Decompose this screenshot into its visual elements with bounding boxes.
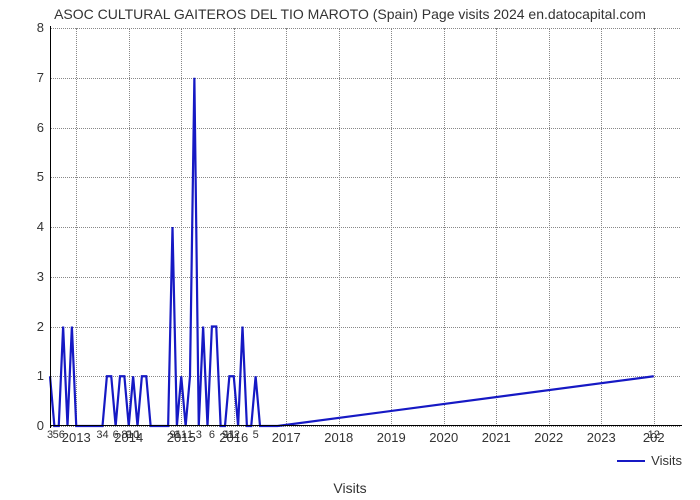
- legend-swatch: [617, 460, 645, 462]
- x-tick-label: 2022: [534, 430, 563, 445]
- point-label: 34: [96, 429, 108, 441]
- y-tick-label: 1: [4, 368, 44, 383]
- x-tick-label: 2021: [482, 430, 511, 445]
- x-tick-label: 2015: [167, 430, 196, 445]
- x-tick-label: 2016: [219, 430, 248, 445]
- x-axis-title: Visits: [0, 480, 700, 496]
- chart-title: ASOC CULTURAL GAITEROS DEL TIO MAROTO (S…: [0, 6, 700, 22]
- y-tick-label: 0: [4, 418, 44, 433]
- x-tick-label: 2020: [429, 430, 458, 445]
- x-tick-label: 2014: [114, 430, 143, 445]
- y-tick-label: 8: [4, 20, 44, 35]
- y-tick-label: 6: [4, 120, 44, 135]
- x-tick-label: 2017: [272, 430, 301, 445]
- y-tick-label: 2: [4, 319, 44, 334]
- point-label: 3: [196, 429, 202, 441]
- y-tick-label: 4: [4, 219, 44, 234]
- x-tick-label: 2013: [62, 430, 91, 445]
- legend-label: Visits: [651, 453, 682, 468]
- y-axis: [50, 26, 51, 428]
- point-label: 6: [209, 429, 215, 441]
- y-tick-label: 5: [4, 169, 44, 184]
- y-tick-label: 3: [4, 269, 44, 284]
- plot-area: 35634689101911113691112512: [50, 28, 680, 426]
- point-label: 5: [253, 429, 259, 441]
- visits-line: [50, 28, 680, 426]
- y-tick-label: 7: [4, 70, 44, 85]
- x-tick-label: 2019: [377, 430, 406, 445]
- chart-container: ASOC CULTURAL GAITEROS DEL TIO MAROTO (S…: [0, 0, 700, 500]
- legend: Visits: [617, 453, 682, 468]
- x-tick-label: 2023: [587, 430, 616, 445]
- x-axis: [50, 425, 682, 426]
- x-tick-label: 2018: [324, 430, 353, 445]
- x-tick-label: 202: [643, 430, 665, 445]
